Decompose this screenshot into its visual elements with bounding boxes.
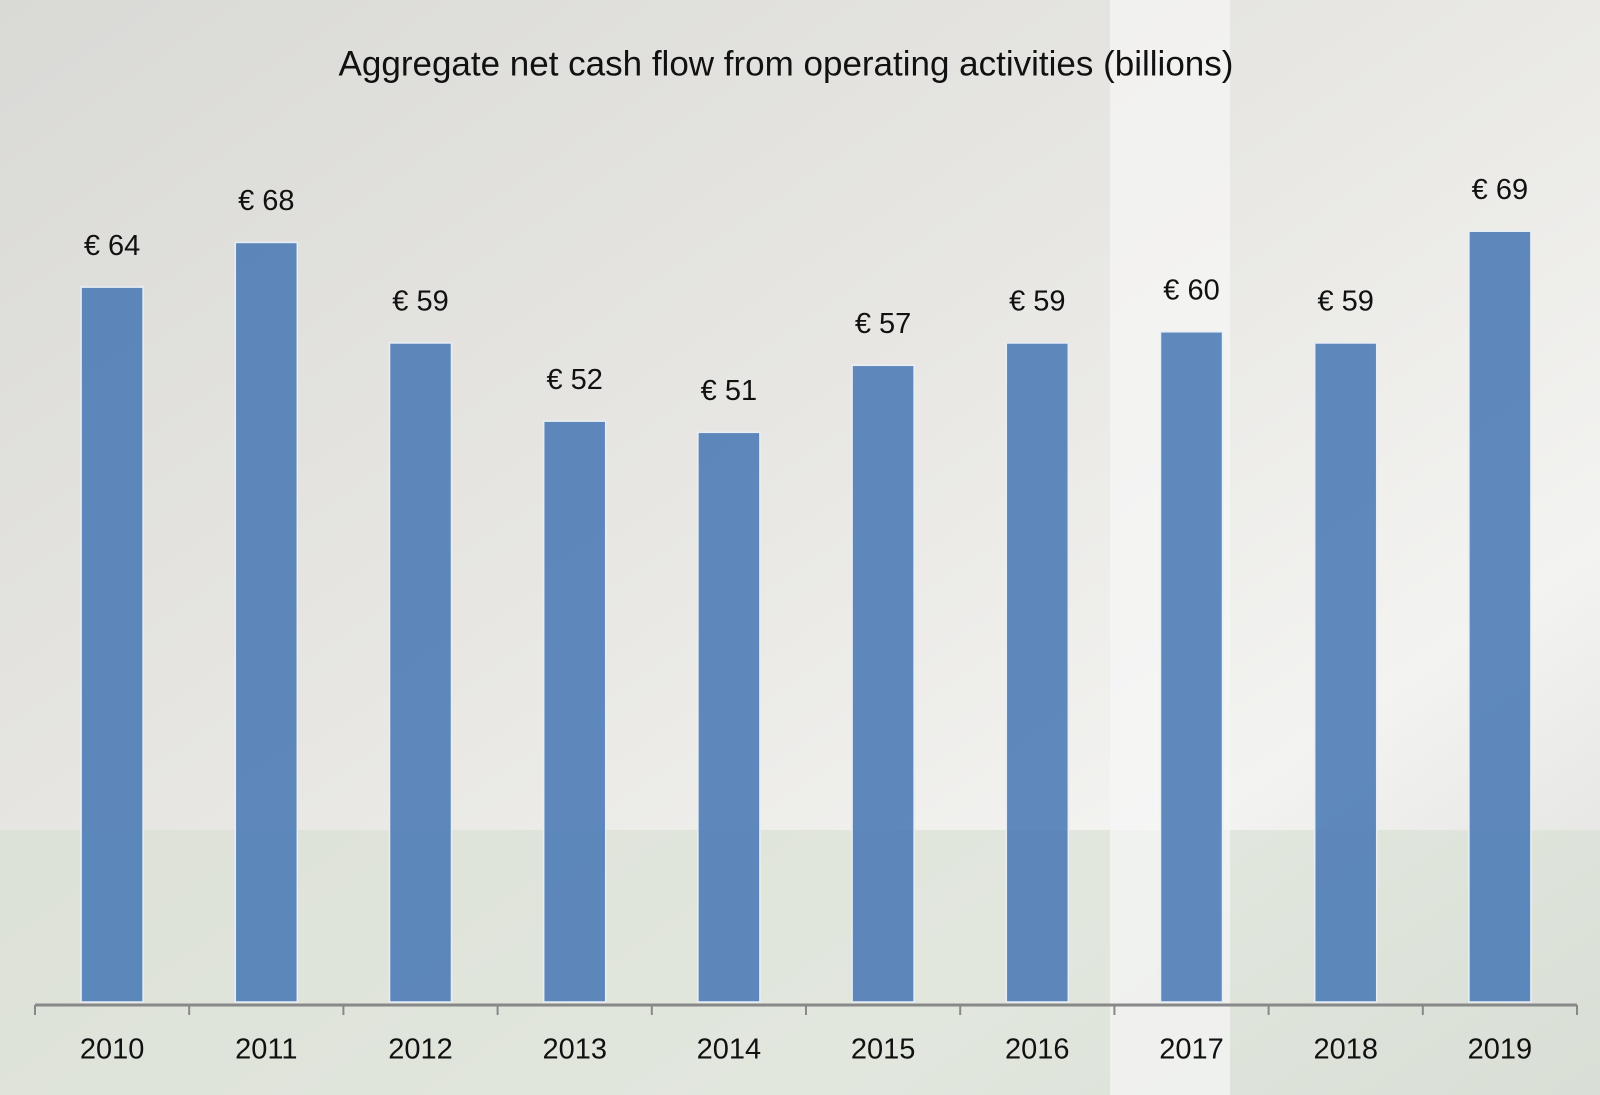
bar [851, 364, 915, 1003]
value-label: € 52 [546, 364, 602, 396]
value-label: € 64 [84, 230, 140, 262]
plot: 2010 € 64 2011 € 68 2012 € 59 2013 € 52 2014 € 51… [34, 174, 1578, 1066]
value-label: € 51 [701, 375, 757, 407]
bar [80, 286, 144, 1003]
x-tick-label: 2016 [1005, 1034, 1070, 1066]
bar [542, 420, 607, 1003]
bar [1468, 230, 1532, 1003]
chart-title: Aggregate net cash flow from operating a… [339, 44, 1234, 83]
value-label: € 57 [855, 308, 911, 340]
x-tick-label: 2018 [1313, 1034, 1378, 1066]
bar [388, 342, 453, 1003]
bar [1159, 331, 1224, 1003]
value-label: € 59 [1009, 286, 1065, 318]
x-tick-label: 2019 [1468, 1034, 1533, 1066]
x-tick-label: 2010 [80, 1034, 145, 1066]
bar [234, 241, 299, 1003]
value-label: € 69 [1472, 174, 1528, 206]
value-label: € 59 [392, 286, 448, 318]
x-tick-label: 2013 [542, 1034, 607, 1066]
value-label: € 68 [238, 185, 294, 217]
bar [697, 431, 761, 1003]
x-tick-label: 2012 [388, 1034, 453, 1066]
x-tick-label: 2011 [235, 1034, 297, 1066]
value-label: € 60 [1163, 274, 1219, 306]
x-tick-label: 2015 [851, 1034, 916, 1066]
value-label: € 59 [1317, 286, 1373, 318]
x-tick-label: 2014 [697, 1034, 762, 1066]
bar [1005, 342, 1070, 1003]
bar [1313, 342, 1378, 1003]
x-tick-label: 2017 [1159, 1034, 1224, 1066]
